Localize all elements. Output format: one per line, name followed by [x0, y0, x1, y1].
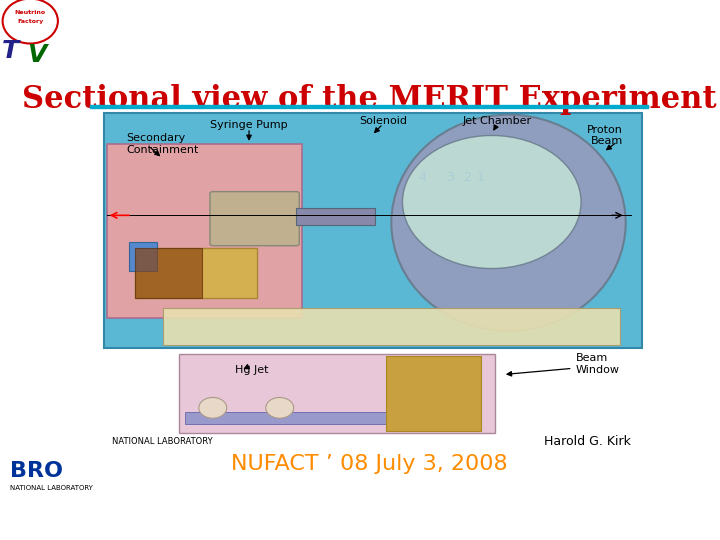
Text: Neutrino: Neutrino [14, 10, 46, 15]
Bar [179, 354, 495, 433]
Text: NATIONAL LABORATORY: NATIONAL LABORATORY [10, 485, 93, 491]
Text: Beam
Window: Beam Window [575, 353, 619, 375]
Text: Sectional view of the MERIT Experiment: Sectional view of the MERIT Experiment [22, 84, 716, 114]
Text: T: T [2, 38, 19, 63]
Bar [107, 144, 302, 319]
Text: V: V [27, 43, 46, 67]
Text: Factory: Factory [17, 18, 43, 24]
Ellipse shape [392, 114, 626, 331]
Text: BRO: BRO [10, 461, 63, 481]
Text: 4: 4 [418, 171, 426, 184]
FancyBboxPatch shape [210, 192, 300, 246]
Text: NUFACT ’ 08 July 3, 2008: NUFACT ’ 08 July 3, 2008 [230, 454, 508, 474]
Bar [129, 241, 157, 271]
Text: Jet Chamber: Jet Chamber [463, 116, 532, 126]
Text: Secondary
Containment: Secondary Containment [126, 133, 199, 154]
Circle shape [266, 397, 294, 418]
Text: 1: 1 [477, 171, 485, 184]
Text: NATIONAL LABORATORY: NATIONAL LABORATORY [112, 437, 213, 445]
Bar [163, 308, 620, 346]
Circle shape [3, 0, 58, 44]
Text: Hg Jet: Hg Jet [235, 366, 269, 375]
Text: 2: 2 [463, 171, 471, 184]
Ellipse shape [402, 136, 581, 268]
Bar [135, 248, 258, 298]
Text: Harold G. Kirk: Harold G. Kirk [544, 435, 631, 448]
Bar [135, 248, 202, 298]
Bar [185, 412, 419, 424]
Text: Solenoid: Solenoid [359, 116, 407, 126]
Bar [104, 113, 642, 348]
Text: Syringe Pump: Syringe Pump [210, 120, 288, 130]
Bar [386, 356, 481, 431]
Circle shape [199, 397, 227, 418]
Bar [297, 208, 374, 225]
Text: 3: 3 [446, 171, 454, 184]
Bar [90, 105, 648, 109]
Text: Proton
Beam: Proton Beam [587, 125, 623, 146]
